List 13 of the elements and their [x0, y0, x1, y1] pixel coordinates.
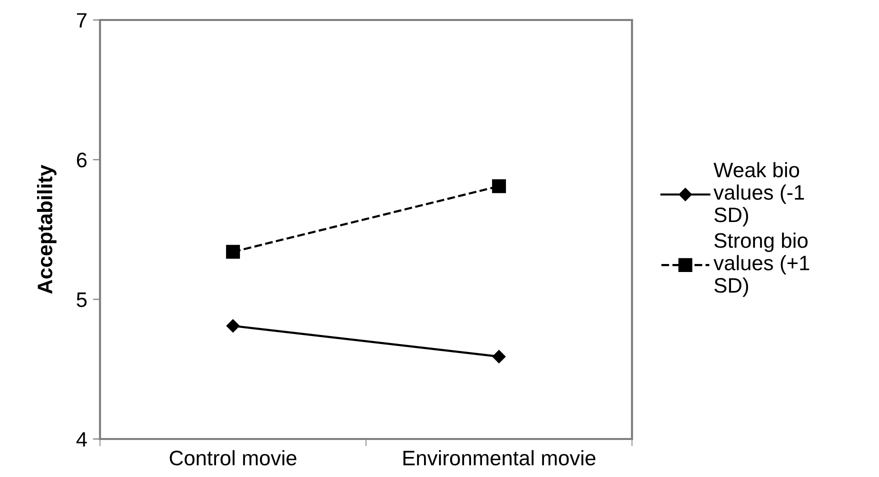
point — [492, 350, 506, 364]
legend-label: Strong bio values (+1 SD) — [714, 232, 810, 297]
point — [226, 319, 240, 332]
y-tick-label: 6 — [76, 152, 87, 168]
y-tick-label: 7 — [76, 13, 86, 28]
point — [226, 244, 240, 259]
legend-label: Weak bio values (-1 SD) — [714, 162, 804, 226]
y-axis-title: Acceptability — [37, 164, 56, 294]
y-tick-label: 4 — [76, 432, 87, 447]
point — [492, 179, 506, 194]
y-tick-label: 5 — [76, 292, 87, 308]
x-tick-label: Control movie — [170, 450, 296, 466]
x-tick-label: Environmental movie — [403, 450, 596, 466]
